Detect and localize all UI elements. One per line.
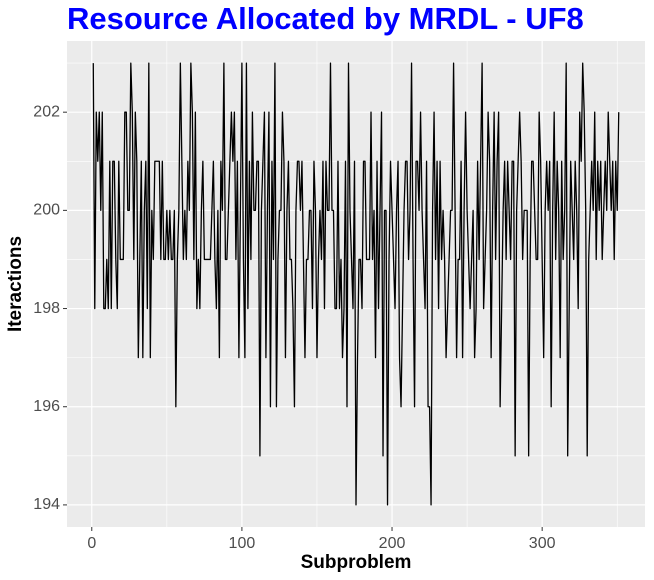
y-tick-label: 198	[33, 300, 60, 317]
y-tick-label: 200	[33, 202, 60, 219]
y-tick-label: 196	[33, 398, 60, 415]
y-tick-label: 202	[33, 103, 60, 120]
x-tick-label: 0	[87, 535, 96, 552]
x-tick-label: 200	[379, 535, 406, 552]
x-axis-label: Subproblem	[301, 552, 412, 573]
y-axis-label: Iteractions	[5, 236, 26, 332]
x-tick-label: 100	[229, 535, 256, 552]
chart-title: Resource Allocated by MRDL - UF8	[67, 1, 584, 36]
x-tick-label: 300	[529, 535, 556, 552]
data-line	[92, 62, 620, 506]
y-tick-label: 194	[33, 496, 60, 513]
